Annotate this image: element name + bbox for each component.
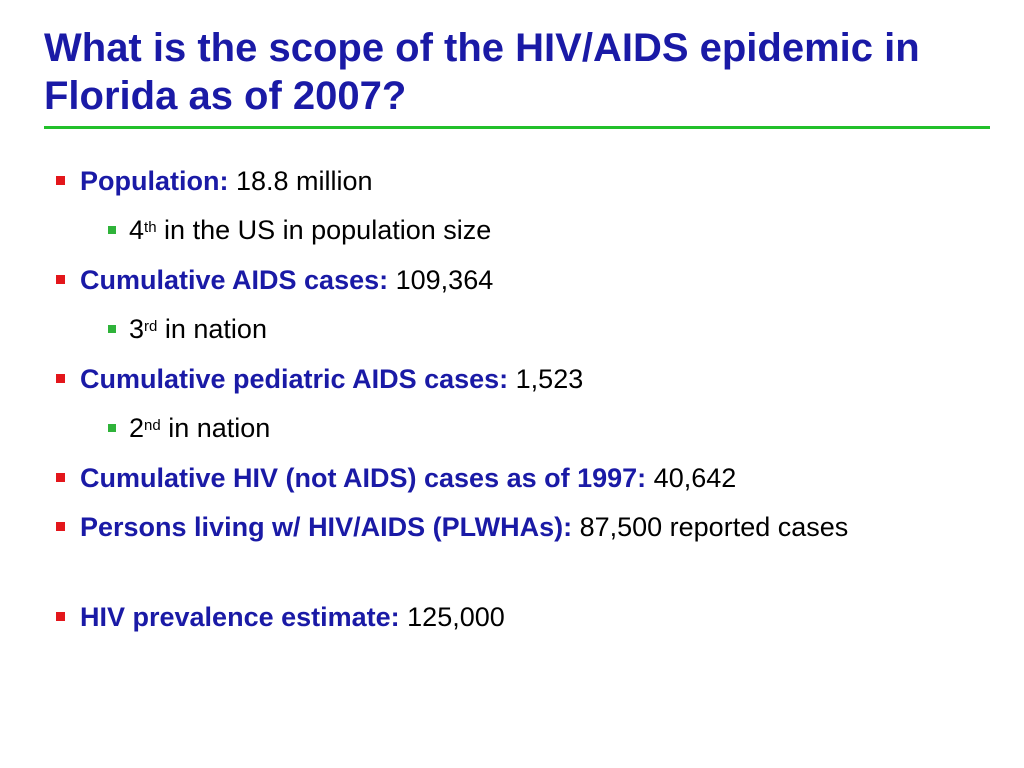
bullet-value: 109,364 xyxy=(388,265,494,295)
sub-bullet-aids-rank: 3rd in nation xyxy=(108,310,968,348)
rank-suffix: rd xyxy=(144,318,158,335)
red-square-bullet-icon xyxy=(56,374,65,383)
bullet-label: Persons living w/ HIV/AIDS (PLWHAs): xyxy=(80,512,573,542)
bullet-label: HIV prevalence estimate: xyxy=(80,602,400,632)
bullet-value: 40,642 xyxy=(646,463,737,493)
red-square-bullet-icon xyxy=(56,176,65,185)
red-square-bullet-icon xyxy=(56,275,65,284)
rank-text: in nation xyxy=(157,314,267,344)
rank-suffix: nd xyxy=(144,417,161,434)
bullet-cumulative-aids: Cumulative AIDS cases: 109,364 xyxy=(56,261,976,299)
bullet-hiv-prevalence: HIV prevalence estimate: 125,000 xyxy=(56,598,976,636)
green-square-bullet-icon xyxy=(108,325,116,333)
bullet-plwhas: Persons living w/ HIV/AIDS (PLWHAs): 87,… xyxy=(56,508,976,546)
rank-number: 3 xyxy=(129,314,145,344)
bullet-value: 18.8 million xyxy=(228,166,373,196)
rank-number: 4 xyxy=(129,215,145,245)
red-square-bullet-icon xyxy=(56,612,65,621)
red-square-bullet-icon xyxy=(56,473,65,482)
bullet-population: Population: 18.8 million xyxy=(56,162,976,200)
rank-text: in nation xyxy=(160,413,271,443)
sub-bullet-pediatric-rank: 2nd in nation xyxy=(108,409,968,447)
title-underline xyxy=(44,126,990,129)
red-square-bullet-icon xyxy=(56,522,65,531)
rank-number: 2 xyxy=(129,413,145,443)
bullet-value: 1,523 xyxy=(508,364,584,394)
bullet-label: Cumulative pediatric AIDS cases: xyxy=(80,364,509,394)
bullet-value: 125,000 xyxy=(399,602,505,632)
bullet-label: Cumulative AIDS cases: xyxy=(80,265,389,295)
slide-title: What is the scope of the HIV/AIDS epidem… xyxy=(44,26,920,118)
rank-text: in the US in population size xyxy=(156,215,492,245)
green-square-bullet-icon xyxy=(108,226,116,234)
bullet-value: 87,500 reported cases xyxy=(572,512,849,542)
bullet-label: Population: xyxy=(80,166,229,196)
sub-bullet-population-rank: 4th in the US in population size xyxy=(108,211,968,249)
rank-suffix: th xyxy=(144,219,157,236)
green-square-bullet-icon xyxy=(108,424,116,432)
bullet-cumulative-hiv: Cumulative HIV (not AIDS) cases as of 19… xyxy=(56,459,976,497)
bullet-label: Cumulative HIV (not AIDS) cases as of 19… xyxy=(80,463,647,493)
bullet-pediatric-aids: Cumulative pediatric AIDS cases: 1,523 xyxy=(56,360,976,398)
